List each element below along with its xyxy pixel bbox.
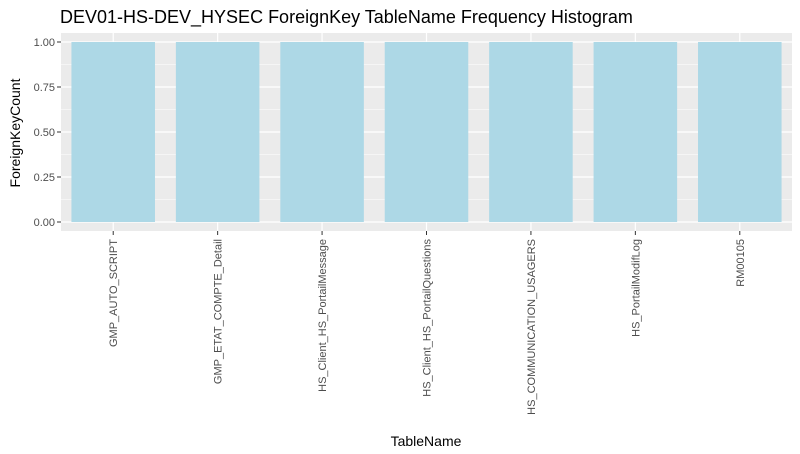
x-tick-label: HS_PortailModifLog: [630, 239, 642, 337]
bar: [593, 42, 678, 222]
x-tick-label: RM00105: [735, 239, 747, 287]
x-axis-title: TableName: [391, 433, 462, 449]
x-tick-label: HS_COMMUNICATION_USAGERS: [526, 239, 538, 415]
bar: [280, 42, 364, 222]
y-tick-label: 0.00: [34, 217, 55, 229]
bar: [175, 42, 260, 222]
x-tick-label: HS_Client_HS_PortailMessage: [317, 239, 329, 392]
y-axis-title: ForeignKeyCount: [7, 78, 23, 187]
bar: [71, 42, 155, 222]
x-axis: GMP_AUTO_SCRIPT GMP_ETAT_COMPTE_Detail HS_…: [108, 231, 747, 415]
bar: [384, 42, 469, 222]
bar: [698, 42, 782, 222]
x-tick-label: HS_Client_HS_PortailQuestions: [422, 239, 434, 397]
x-tick-label: GMP_AUTO_SCRIPT: [108, 239, 120, 347]
y-axis: 0.00 0.25 0.50 0.75 1.00: [34, 37, 61, 229]
y-tick-label: 1.00: [34, 37, 55, 49]
chart-title: DEV01-HS-DEV_HYSEC ForeignKey TableName …: [60, 7, 633, 28]
bar: [489, 42, 573, 222]
y-tick-label: 0.25: [34, 172, 55, 184]
y-tick-label: 0.50: [34, 127, 55, 139]
x-tick-label: GMP_ETAT_COMPTE_Detail: [213, 239, 225, 384]
plot-panel: [61, 33, 792, 231]
y-tick-label: 0.75: [34, 82, 55, 94]
